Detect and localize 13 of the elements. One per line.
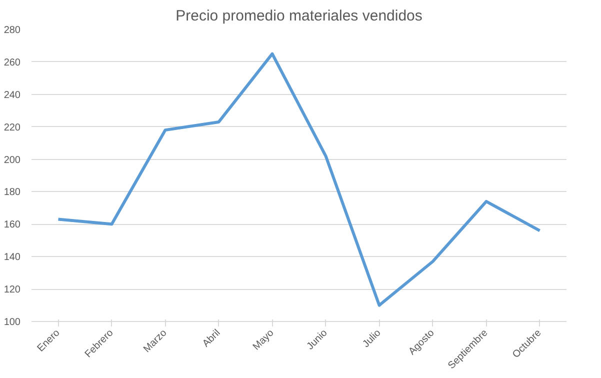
y-tick-label: 140 — [4, 252, 21, 264]
y-tick-label: 260 — [4, 57, 21, 68]
y-tick-label: 220 — [4, 122, 21, 134]
y-tick-label: 200 — [4, 154, 21, 166]
y-tick-label: 180 — [4, 187, 21, 198]
line-series — [56, 52, 542, 307]
y-tick-label: 280 — [4, 25, 21, 36]
y-tick-label: 160 — [4, 220, 21, 231]
x-tick-label: Julio — [360, 327, 384, 350]
chart-title: Precio promedio materiales vendidos — [176, 8, 422, 24]
y-tick-label: 100 — [4, 317, 21, 328]
y-tick-label: 120 — [4, 284, 21, 296]
y-tick-label: 240 — [4, 90, 21, 101]
